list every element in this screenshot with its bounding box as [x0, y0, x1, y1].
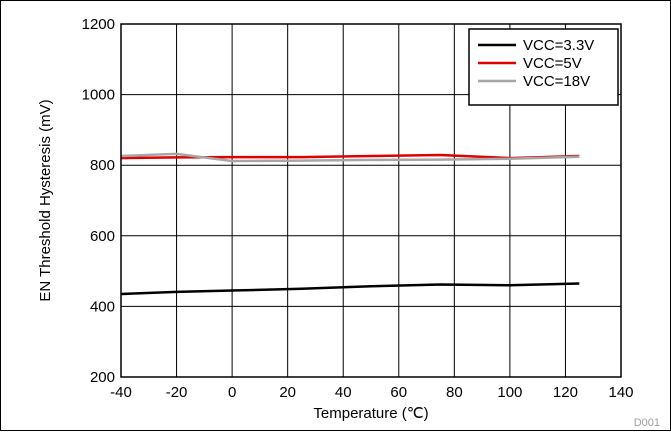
x-tick-label: 20: [279, 384, 296, 401]
series-line: [120, 153, 580, 160]
x-axis-title: Temperature (℃): [313, 405, 428, 422]
y-tick-label: 200: [90, 369, 115, 386]
x-tick-labels: -40 -20 0 20 40 60 80 100 120 140: [110, 384, 633, 401]
legend-label: VCC=5V: [523, 55, 582, 72]
x-tick-label: 100: [497, 384, 522, 401]
x-tick-label: 40: [335, 384, 352, 401]
series-line: [120, 152, 580, 163]
x-tick-label: 140: [608, 384, 633, 401]
x-tick-label: 120: [553, 384, 578, 401]
x-tick-label: -20: [166, 384, 188, 401]
figure-id-label: D001: [634, 417, 660, 429]
y-tick-label: 800: [90, 157, 115, 174]
series-layer: [120, 152, 580, 296]
series-line: [120, 282, 580, 296]
y-axis-title: EN Threshold Hysteresis (mV): [37, 99, 54, 301]
y-tick-label: 1000: [82, 87, 115, 104]
legend-box: [468, 28, 619, 106]
x-tick-label: 80: [446, 384, 463, 401]
y-tick-label: 400: [90, 298, 115, 315]
y-tick-labels: 200 400 600 800 1000 1200: [82, 16, 115, 386]
x-tick-label: 60: [390, 384, 407, 401]
y-tick-label: 1200: [82, 16, 115, 33]
y-tick-label: 600: [90, 228, 115, 245]
plot-frame: [120, 23, 622, 378]
x-tick-label: -40: [110, 384, 132, 401]
legend-label: VCC=18V: [523, 73, 590, 90]
x-tick-label: 0: [228, 384, 236, 401]
legend-label: VCC=3.3V: [523, 37, 594, 54]
